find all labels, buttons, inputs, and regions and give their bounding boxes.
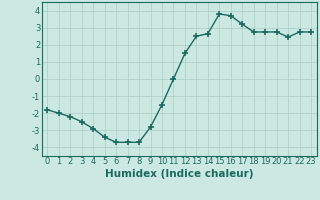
X-axis label: Humidex (Indice chaleur): Humidex (Indice chaleur) bbox=[105, 169, 253, 179]
